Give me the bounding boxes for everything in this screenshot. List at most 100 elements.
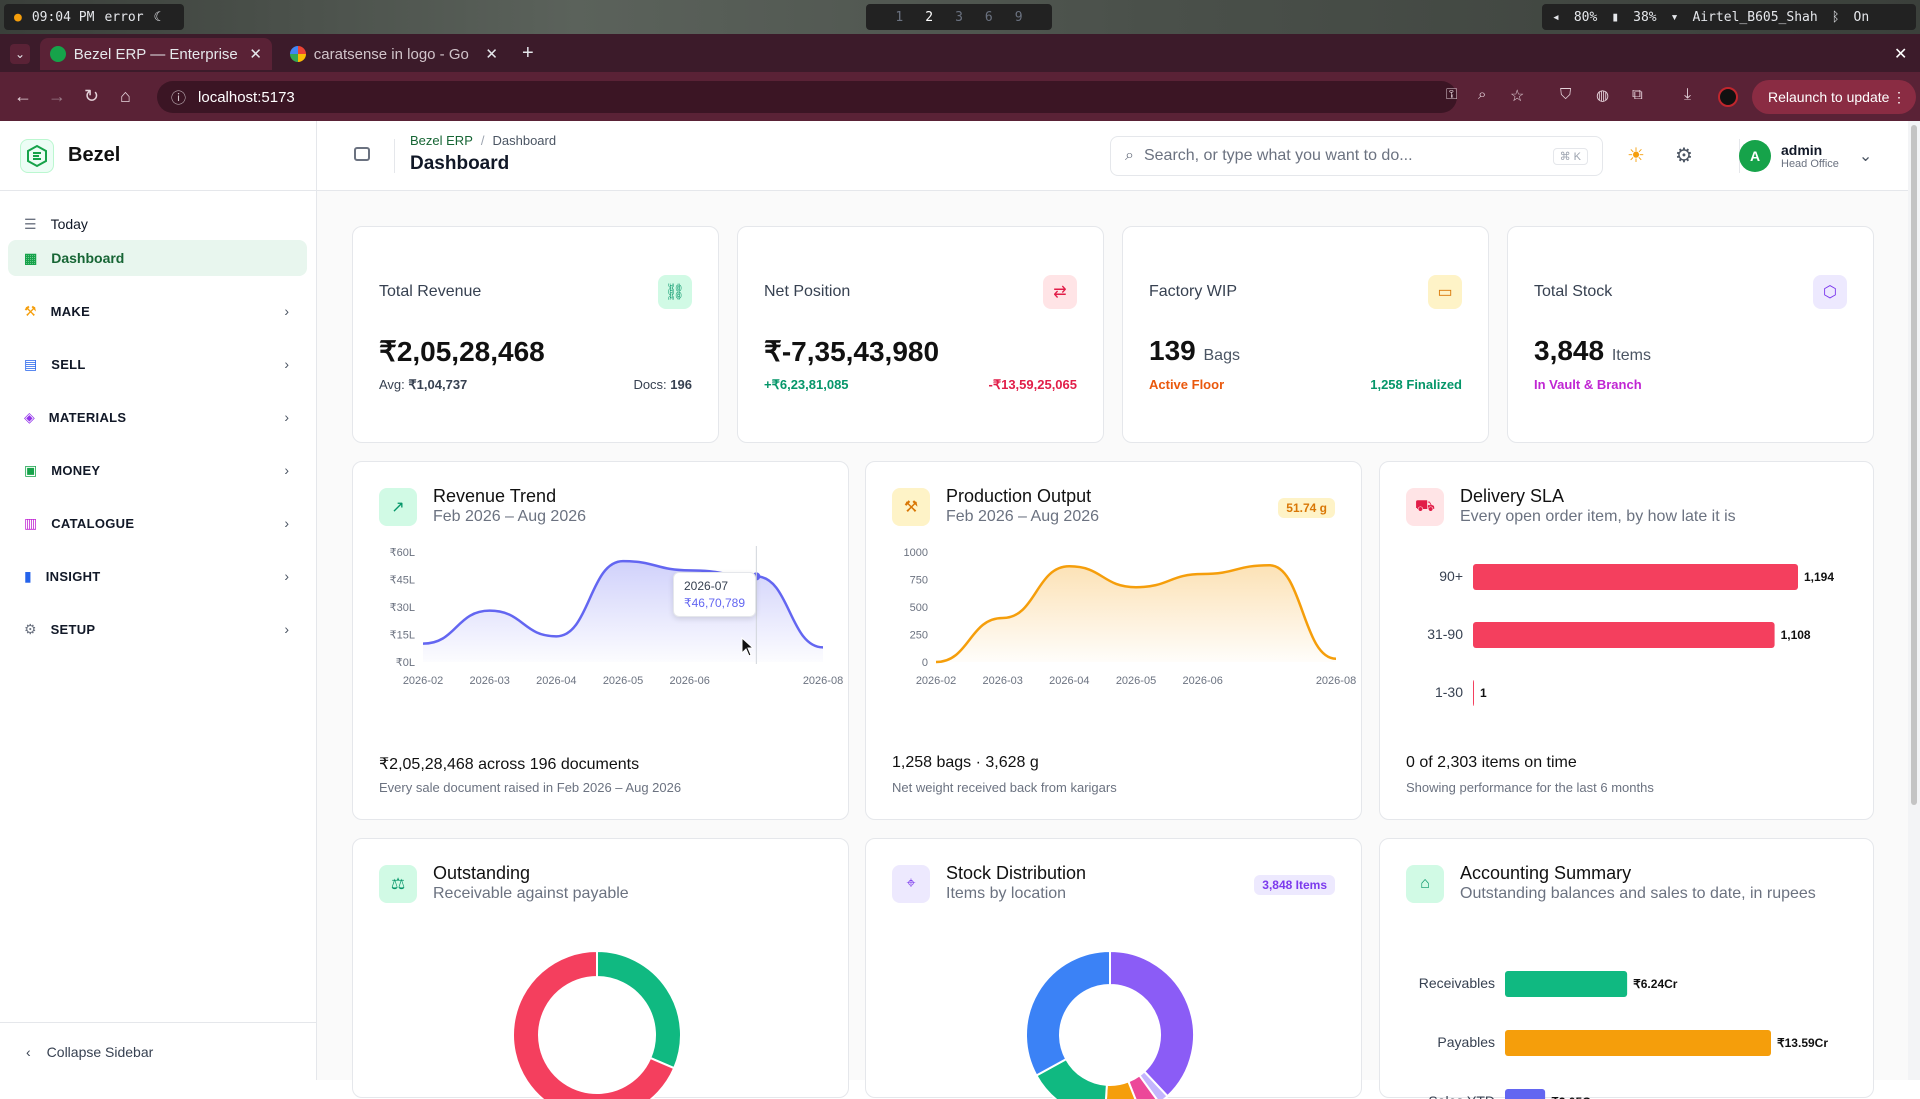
x-tick-label: 2026-03 [982, 675, 1022, 687]
kpi-total-stock[interactable]: Total Stock ⬡ 3,848 Items In Vault & Bra… [1507, 226, 1874, 443]
window-close-icon[interactable]: ✕ [1894, 46, 1908, 63]
chevron-right-icon: › [284, 409, 289, 425]
extension-shield-icon[interactable]: ⛉ [1560, 86, 1572, 103]
accounting-summary-chart[interactable]: Receivables ₹6.24Cr Payables ₹13.59Cr Sales … [1380, 929, 1875, 1099]
tab-google[interactable]: caratsense in logo - Go ✕ [280, 38, 508, 70]
command-search[interactable]: ⌕ Search, or type what you want to do...… [1110, 136, 1603, 176]
tab-bezel[interactable]: Bezel ERP — Enterprise ✕ [40, 38, 272, 70]
power-icon[interactable]: ● [14, 9, 22, 25]
url-text: localhost:5173 [198, 88, 295, 106]
wifi-icon[interactable]: ▾ [1670, 9, 1679, 25]
wip-unit: Bags [1203, 347, 1240, 364]
series-area [936, 565, 1336, 662]
bar [1505, 971, 1628, 997]
stock-distribution-card: ⌖ Stock Distribution Items by location 3… [865, 838, 1363, 1099]
user-menu[interactable]: A admin Head Office ⌄ [1739, 139, 1879, 173]
sidebar-item-materials[interactable]: ◈ MATERIALS › [8, 399, 307, 435]
kpi-left: Active Floor [1149, 377, 1225, 392]
theme-sun-icon[interactable]: ☀ [1627, 145, 1645, 167]
card-subtitle: Every open order item, by how late it is [1460, 508, 1736, 525]
grid-icon: ▦ [24, 249, 38, 266]
workspace-3[interactable]: 3 [955, 9, 963, 25]
workspace-2[interactable]: 2 [925, 9, 934, 25]
sidebar-item-label: Dashboard [51, 250, 125, 266]
kpi-net-position[interactable]: Net Position ⇄ ₹-7,35,43,980 +₹6,23,81,0… [737, 226, 1104, 443]
collapse-label: Collapse Sidebar [46, 1043, 154, 1060]
sidebar-item-catalogue[interactable]: ▥ CATALOGUE › [8, 505, 307, 541]
sidebar-item-label: CATALOGUE [51, 515, 135, 531]
download-icon[interactable]: ⤓ [1684, 86, 1692, 103]
sidebar-item-dashboard[interactable]: ▦ Dashboard [8, 240, 307, 276]
revenue-trend-chart[interactable]: ₹0L ₹15L ₹30L ₹45L ₹60L 2026-02 2026-03 2026-04… [353, 542, 850, 732]
workspace-9[interactable]: 9 [1014, 9, 1023, 25]
sidebar-item-label: MONEY [51, 462, 101, 478]
tab-close-icon[interactable]: ✕ [485, 46, 498, 63]
collapse-sidebar-button[interactable]: ‹ Collapse Sidebar [0, 1022, 317, 1080]
sidebar-item-label: SELL [51, 356, 86, 372]
relaunch-button[interactable]: Relaunch to update ⋮ [1752, 80, 1916, 114]
profile-avatar-icon[interactable] [1718, 87, 1738, 107]
delivery-sla-card: ⛟ Delivery SLA Every open order item, by… [1379, 461, 1874, 820]
zoom-icon[interactable]: ⌕ [1478, 86, 1487, 103]
tab-list-icon[interactable]: ⌄ [10, 44, 30, 64]
series-line [422, 559, 824, 649]
site-info-icon[interactable]: ⓘ [171, 89, 187, 107]
chevron-right-icon: › [284, 568, 289, 584]
scrollbar-thumb[interactable] [1911, 125, 1917, 805]
user-branch: Head Office [1781, 158, 1839, 170]
sidebar-item-insight[interactable]: ▮ INSIGHT › [8, 558, 307, 594]
tab-close-icon[interactable]: ✕ [249, 46, 262, 63]
breadcrumb-current: Dashboard [492, 133, 557, 148]
sidebar-item-setup[interactable]: ⚙ SETUP › [8, 611, 307, 647]
search-icon: ⌕ [1125, 147, 1134, 164]
kpi-total-revenue[interactable]: Total Revenue ⛓ ₹2,05,28,468 Avg: ₹1,04,… [352, 226, 719, 443]
x-tick-label: 2026-04 [536, 675, 576, 687]
home-icon[interactable]: ⌂ [120, 86, 131, 106]
extension-cookie-icon[interactable]: ◍ [1596, 87, 1610, 104]
bar-category-label: 31-90 [1427, 626, 1463, 642]
outstanding-donut[interactable] [353, 929, 850, 1099]
sidebar-item-today[interactable]: ☰ Today [8, 206, 307, 242]
battery-icon: ▮ [1611, 9, 1620, 25]
battery-value: 38% [1633, 9, 1657, 25]
sidebar-item-make[interactable]: ⚒ MAKE › [8, 293, 307, 329]
bar-category-label: Receivables [1419, 975, 1495, 991]
forward-icon[interactable]: → [48, 86, 66, 106]
stock-unit: Items [1611, 347, 1651, 364]
kpi-factory-wip[interactable]: Factory WIP ▭ 139 Bags Active Floor 1,25… [1122, 226, 1489, 443]
sidebar-item-money[interactable]: ▣ MONEY › [8, 452, 307, 488]
production-output-chart[interactable]: 0 250 500 750 1000 2026-02 2026-03 2026-04 2026-… [866, 542, 1363, 732]
bluetooth-icon[interactable]: ᛒ [1831, 9, 1840, 25]
sidebar: Bezel ☰ Today ▦ Dashboard ⚒ MAKE › ▤ SEL… [0, 121, 317, 1080]
settings-gear-icon[interactable]: ⚙ [1675, 145, 1693, 167]
delivery-sla-chart[interactable]: 90+ 1,194 31-90 1,108 1-30 1 [1380, 552, 1875, 732]
new-tab-icon[interactable]: + [522, 42, 534, 64]
moon-icon[interactable]: ☾ [153, 9, 162, 25]
breadcrumb-root[interactable]: Bezel ERP [410, 133, 473, 148]
y-tick-label: 0 [922, 657, 928, 669]
avg-value: ₹1,04,737 [408, 377, 468, 392]
bar-value-label: ₹2.05Cr [1551, 1095, 1596, 1099]
page-scrollbar[interactable] [1908, 121, 1920, 1080]
reload-icon[interactable]: ↻ [84, 86, 100, 106]
workspace-1[interactable]: 1 [895, 9, 904, 25]
y-tick-label: ₹45L [390, 575, 415, 587]
weight-badge: 51.74 g [1278, 498, 1335, 518]
workspace-6[interactable]: 6 [984, 9, 993, 25]
extensions-puzzle-icon[interactable]: ⧉ [1632, 86, 1643, 103]
bookmark-star-icon[interactable]: ☆ [1510, 88, 1525, 105]
back-icon[interactable]: ← [14, 86, 32, 106]
more-menu-icon[interactable]: ⋮ [1892, 88, 1906, 105]
volume-icon[interactable]: ◂ [1552, 9, 1560, 25]
folder-icon: ▭ [1428, 275, 1462, 309]
donut-slice [1109, 949, 1195, 1098]
accounting-summary-card: ⌂ Accounting Summary Outstanding balance… [1379, 838, 1875, 1099]
address-bar[interactable]: ⓘ localhost:5173 [157, 81, 1457, 113]
stock-distribution-donut[interactable] [866, 929, 1363, 1099]
password-key-icon[interactable]: ⚿ [1446, 86, 1458, 103]
x-tick-label: 2026-08 [1316, 675, 1356, 687]
sidebar-toggle-icon[interactable] [354, 147, 370, 161]
sidebar-item-sell[interactable]: ▤ SELL › [8, 346, 307, 382]
browser-tab-bar [0, 34, 1920, 72]
x-tick-label: 2026-06 [1182, 675, 1222, 687]
